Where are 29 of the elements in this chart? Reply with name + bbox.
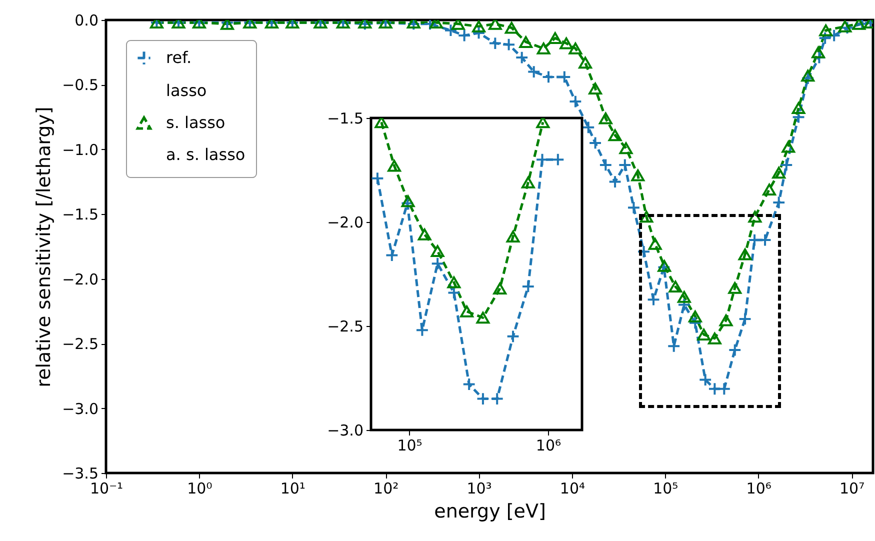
y-tick-label: −2.0 <box>327 214 364 232</box>
y-tick-label: −1.5 <box>62 206 98 224</box>
x-tick-label: 10⁻¹ <box>90 480 124 498</box>
x-tick-label: 10⁰ <box>187 480 212 498</box>
y-axis-title: relative sensitivity [/lethargy] <box>33 106 56 388</box>
y-tick-label: −0.5 <box>62 76 98 94</box>
y-tick-label: −1.0 <box>62 140 98 159</box>
y-tick-label: −1.5 <box>327 110 364 128</box>
text: lasso <box>166 81 207 100</box>
x-tick-label: 10⁷ <box>839 480 865 498</box>
y-tick-label: −3.5 <box>62 464 98 482</box>
y-tick-label: −2.5 <box>62 335 98 354</box>
x-tick-label: 10² <box>374 480 399 498</box>
x-tick-label: 10¹ <box>280 480 306 498</box>
x-tick-label: 10³ <box>466 480 492 498</box>
y-tick-label: 0.0 <box>74 12 98 30</box>
x-tick-label: 10⁶ <box>746 480 772 498</box>
y-tick-label: −3.0 <box>327 422 364 440</box>
x-tick-label: 10⁵ <box>397 436 422 454</box>
y-tick-label: −2.5 <box>327 318 364 336</box>
x-axis-title: energy [eV] <box>434 500 546 522</box>
x-tick-label: 10⁵ <box>653 480 678 498</box>
x-tick-label: 10⁶ <box>536 436 561 454</box>
y-tick-label: −2.0 <box>62 270 98 288</box>
legend-label: ref. <box>166 48 192 67</box>
text: a. s. lasso <box>166 145 246 164</box>
y-tick-label: −3.0 <box>62 400 98 418</box>
x-tick-label: 10⁴ <box>560 480 586 498</box>
legend-label: s. lasso <box>166 113 226 132</box>
